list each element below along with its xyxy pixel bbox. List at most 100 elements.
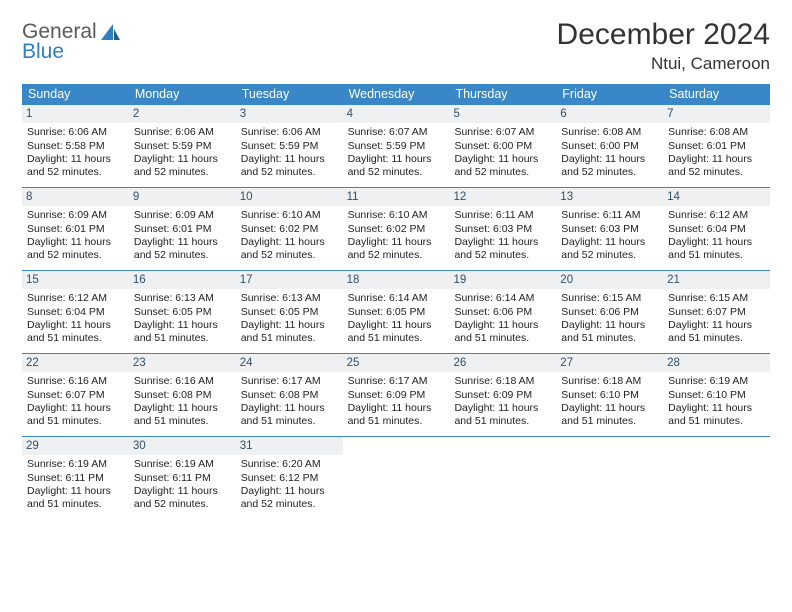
day-number: 15: [22, 271, 129, 289]
week-row: 8Sunrise: 6:09 AMSunset: 6:01 PMDaylight…: [22, 187, 770, 270]
daylight-text: Daylight: 11 hours: [134, 236, 233, 249]
sunset-text: Sunset: 6:03 PM: [561, 223, 660, 236]
sunset-text: Sunset: 6:05 PM: [134, 306, 233, 319]
sunrise-text: Sunrise: 6:18 AM: [454, 375, 553, 388]
daylight-text: and 51 minutes.: [348, 332, 447, 345]
day-cell: 5Sunrise: 6:07 AMSunset: 6:00 PMDaylight…: [449, 105, 556, 187]
day-number: 22: [22, 354, 129, 372]
daylight-text: and 51 minutes.: [241, 415, 340, 428]
sunset-text: Sunset: 6:08 PM: [241, 389, 340, 402]
sunrise-text: Sunrise: 6:12 AM: [27, 292, 126, 305]
week-row: 22Sunrise: 6:16 AMSunset: 6:07 PMDayligh…: [22, 353, 770, 436]
weeks-container: 1Sunrise: 6:06 AMSunset: 5:58 PMDaylight…: [22, 104, 770, 519]
daylight-text: and 51 minutes.: [134, 332, 233, 345]
daylight-text: Daylight: 11 hours: [134, 319, 233, 332]
daylight-text: and 51 minutes.: [668, 415, 767, 428]
daylight-text: Daylight: 11 hours: [241, 485, 340, 498]
sunset-text: Sunset: 6:10 PM: [561, 389, 660, 402]
day-cell: 15Sunrise: 6:12 AMSunset: 6:04 PMDayligh…: [22, 271, 129, 353]
title-block: December 2024 Ntui, Cameroon: [557, 18, 770, 74]
daylight-text: Daylight: 11 hours: [27, 402, 126, 415]
sunset-text: Sunset: 6:05 PM: [348, 306, 447, 319]
day-number: 20: [556, 271, 663, 289]
day-number: 16: [129, 271, 236, 289]
sunrise-text: Sunrise: 6:09 AM: [134, 209, 233, 222]
day-number: 3: [236, 105, 343, 123]
daylight-text: Daylight: 11 hours: [134, 485, 233, 498]
daylight-text: and 52 minutes.: [134, 166, 233, 179]
day-cell: [663, 437, 770, 519]
sunrise-text: Sunrise: 6:16 AM: [27, 375, 126, 388]
sunset-text: Sunset: 6:03 PM: [454, 223, 553, 236]
day-cell: 14Sunrise: 6:12 AMSunset: 6:04 PMDayligh…: [663, 188, 770, 270]
sunrise-text: Sunrise: 6:13 AM: [241, 292, 340, 305]
day-number: 10: [236, 188, 343, 206]
day-number: 12: [449, 188, 556, 206]
daylight-text: and 52 minutes.: [561, 166, 660, 179]
daylight-text: Daylight: 11 hours: [348, 402, 447, 415]
day-header-wed: Wednesday: [343, 84, 450, 104]
day-cell: 13Sunrise: 6:11 AMSunset: 6:03 PMDayligh…: [556, 188, 663, 270]
calendar-grid: Sunday Monday Tuesday Wednesday Thursday…: [22, 84, 770, 519]
sunrise-text: Sunrise: 6:11 AM: [561, 209, 660, 222]
day-cell: 27Sunrise: 6:18 AMSunset: 6:10 PMDayligh…: [556, 354, 663, 436]
day-cell: 21Sunrise: 6:15 AMSunset: 6:07 PMDayligh…: [663, 271, 770, 353]
day-number: 4: [343, 105, 450, 123]
daylight-text: Daylight: 11 hours: [668, 319, 767, 332]
sunrise-text: Sunrise: 6:14 AM: [454, 292, 553, 305]
day-header-fri: Friday: [556, 84, 663, 104]
sunset-text: Sunset: 6:11 PM: [27, 472, 126, 485]
day-number: 19: [449, 271, 556, 289]
day-header-tue: Tuesday: [236, 84, 343, 104]
sunrise-text: Sunrise: 6:06 AM: [27, 126, 126, 139]
day-cell: 1Sunrise: 6:06 AMSunset: 5:58 PMDaylight…: [22, 105, 129, 187]
sunset-text: Sunset: 5:59 PM: [134, 140, 233, 153]
day-header-row: Sunday Monday Tuesday Wednesday Thursday…: [22, 84, 770, 104]
sunrise-text: Sunrise: 6:15 AM: [561, 292, 660, 305]
daylight-text: and 52 minutes.: [134, 249, 233, 262]
day-number: 21: [663, 271, 770, 289]
sunset-text: Sunset: 6:09 PM: [454, 389, 553, 402]
sunrise-text: Sunrise: 6:20 AM: [241, 458, 340, 471]
daylight-text: Daylight: 11 hours: [27, 485, 126, 498]
sunrise-text: Sunrise: 6:06 AM: [134, 126, 233, 139]
day-number: 9: [129, 188, 236, 206]
daylight-text: and 51 minutes.: [668, 332, 767, 345]
sunset-text: Sunset: 6:08 PM: [134, 389, 233, 402]
day-number: 25: [343, 354, 450, 372]
sunrise-text: Sunrise: 6:15 AM: [668, 292, 767, 305]
day-number: 6: [556, 105, 663, 123]
daylight-text: Daylight: 11 hours: [348, 153, 447, 166]
daylight-text: Daylight: 11 hours: [27, 236, 126, 249]
day-number: 14: [663, 188, 770, 206]
sunrise-text: Sunrise: 6:17 AM: [348, 375, 447, 388]
daylight-text: Daylight: 11 hours: [27, 319, 126, 332]
day-cell: 23Sunrise: 6:16 AMSunset: 6:08 PMDayligh…: [129, 354, 236, 436]
sunrise-text: Sunrise: 6:08 AM: [561, 126, 660, 139]
day-cell: 16Sunrise: 6:13 AMSunset: 6:05 PMDayligh…: [129, 271, 236, 353]
daylight-text: Daylight: 11 hours: [561, 402, 660, 415]
daylight-text: and 51 minutes.: [27, 498, 126, 511]
sunset-text: Sunset: 6:02 PM: [348, 223, 447, 236]
sunset-text: Sunset: 6:04 PM: [668, 223, 767, 236]
sunrise-text: Sunrise: 6:11 AM: [454, 209, 553, 222]
day-cell: 8Sunrise: 6:09 AMSunset: 6:01 PMDaylight…: [22, 188, 129, 270]
day-cell: 26Sunrise: 6:18 AMSunset: 6:09 PMDayligh…: [449, 354, 556, 436]
daylight-text: and 51 minutes.: [454, 332, 553, 345]
sunrise-text: Sunrise: 6:07 AM: [348, 126, 447, 139]
sunset-text: Sunset: 5:59 PM: [348, 140, 447, 153]
day-cell: 25Sunrise: 6:17 AMSunset: 6:09 PMDayligh…: [343, 354, 450, 436]
day-cell: 30Sunrise: 6:19 AMSunset: 6:11 PMDayligh…: [129, 437, 236, 519]
sunset-text: Sunset: 6:10 PM: [668, 389, 767, 402]
daylight-text: Daylight: 11 hours: [454, 402, 553, 415]
sunrise-text: Sunrise: 6:10 AM: [241, 209, 340, 222]
daylight-text: Daylight: 11 hours: [134, 153, 233, 166]
day-cell: [556, 437, 663, 519]
sunset-text: Sunset: 6:00 PM: [561, 140, 660, 153]
day-number: 18: [343, 271, 450, 289]
day-cell: 18Sunrise: 6:14 AMSunset: 6:05 PMDayligh…: [343, 271, 450, 353]
daylight-text: Daylight: 11 hours: [348, 319, 447, 332]
day-header-sun: Sunday: [22, 84, 129, 104]
location-subtitle: Ntui, Cameroon: [557, 54, 770, 74]
day-number: 13: [556, 188, 663, 206]
